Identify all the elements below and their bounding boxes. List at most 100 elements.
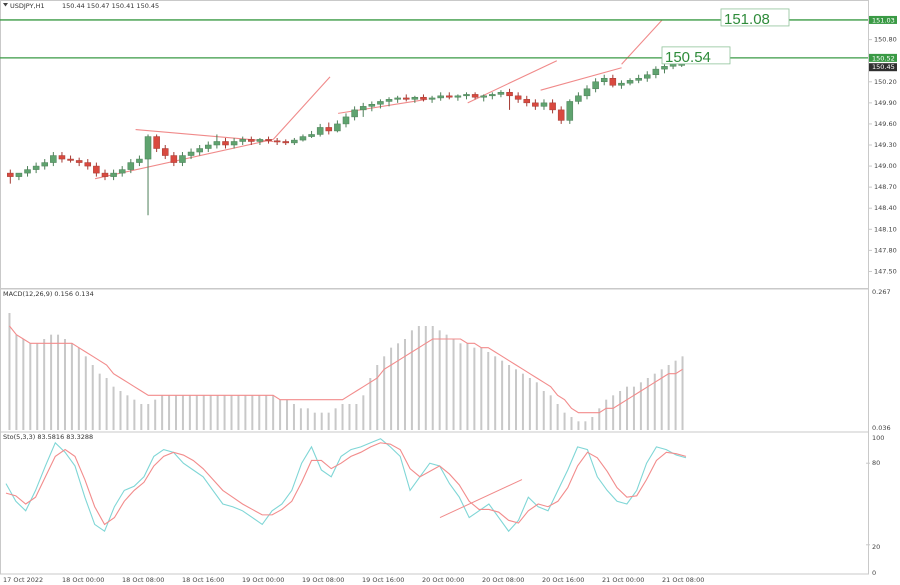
candle-body	[583, 88, 591, 97]
dropdown-triangle-icon[interactable]	[3, 3, 8, 7]
price-tick-label: 149.30	[874, 141, 897, 149]
macd-bar	[452, 339, 455, 430]
stoch-trendline	[439, 479, 523, 519]
level-label-box	[661, 46, 731, 65]
candle-body	[196, 148, 203, 153]
candle-body	[24, 169, 31, 174]
trendline	[272, 76, 331, 140]
trendline	[540, 67, 622, 91]
macd-bar	[403, 339, 406, 430]
candle-body	[187, 151, 195, 156]
candle-body	[600, 78, 608, 83]
candle-body	[506, 92, 513, 97]
time-label: 20 Oct 08:00	[482, 576, 524, 584]
macd-bar	[674, 360, 677, 430]
macd-bar	[681, 356, 684, 430]
macd-bar	[528, 378, 531, 430]
time-axis: 17 Oct 2022 18 Oct 00:00 18 Oct 08:00 18…	[3, 576, 704, 584]
candle-body	[84, 162, 92, 167]
macd-bar	[397, 343, 400, 430]
candle-body	[127, 162, 135, 170]
macd-histogram	[8, 313, 684, 430]
level-axis-tag-text: 150.52	[872, 54, 895, 62]
macd-bar	[515, 369, 517, 430]
candle-body	[153, 136, 160, 149]
candle-body	[136, 158, 143, 163]
macd-label: MACD(12,26,9) 0.156 0.134	[3, 290, 94, 298]
macd-bar	[299, 408, 302, 430]
stoch-signal-line	[5, 442, 687, 526]
candle-body	[308, 134, 315, 137]
candle-body	[118, 169, 126, 174]
macd-bar	[390, 347, 393, 430]
macd-bar	[272, 395, 275, 430]
macd-bar	[279, 399, 282, 430]
candle-body	[273, 140, 281, 143]
candle-body	[282, 141, 290, 144]
macd-bar	[424, 326, 427, 430]
time-label: 19 Oct 00:00	[242, 576, 284, 584]
macd-panel	[0, 288, 869, 433]
candle-body	[549, 102, 556, 111]
stoch-tick-80: 80	[872, 459, 880, 467]
candle-body	[385, 99, 393, 102]
macd-bar	[480, 347, 483, 430]
macd-bar	[168, 395, 171, 430]
candle-body	[428, 97, 436, 100]
candle-body	[342, 116, 350, 125]
current-price-text: 150.45	[872, 63, 895, 71]
candle-body	[446, 95, 453, 98]
candle-body	[463, 94, 470, 97]
macd-bar	[161, 395, 164, 430]
candle-body	[248, 139, 255, 142]
level-axis-tag-text: 151.03	[872, 16, 895, 24]
macd-bar	[292, 404, 295, 430]
level-axis-tag	[869, 15, 897, 24]
price-tick-label: 149.60	[874, 120, 897, 128]
candle-body	[316, 127, 324, 135]
candle-body	[7, 172, 14, 177]
candle-body	[179, 155, 186, 163]
macd-bar	[230, 395, 233, 430]
candle-body	[661, 66, 668, 70]
macd-bar	[175, 395, 177, 430]
candle-body	[644, 74, 651, 79]
macd-bar	[91, 365, 94, 430]
macd-bar	[348, 404, 351, 430]
macd-bar	[105, 378, 108, 430]
macd-bar	[584, 421, 587, 430]
macd-bar	[438, 330, 441, 430]
macd-bar	[43, 339, 46, 430]
candle-body	[110, 172, 117, 177]
macd-bar	[383, 356, 386, 430]
macd-bar	[237, 395, 240, 430]
candle-body	[239, 139, 246, 142]
stoch-label: Sto(5,3,3) 83.5816 83.3288	[3, 433, 93, 441]
macd-bar	[535, 382, 538, 430]
macd-bar	[570, 417, 573, 430]
macd-bar	[639, 382, 642, 430]
candle-body	[454, 95, 462, 98]
candle-body	[213, 141, 221, 146]
candle-body	[626, 80, 634, 84]
macd-bar	[549, 395, 552, 430]
candle-body	[394, 97, 401, 100]
macd-bar	[119, 391, 122, 430]
candle-body	[489, 94, 496, 97]
candle-body	[222, 141, 229, 146]
macd-bar	[542, 391, 545, 430]
candle-body	[618, 82, 625, 86]
stoch-tick-100: 100	[872, 434, 884, 442]
macd-bar	[50, 334, 53, 430]
macd-bar	[577, 421, 580, 430]
macd-bar	[598, 408, 601, 430]
candle-body	[402, 97, 410, 100]
macd-bar	[84, 356, 87, 430]
candle-body	[566, 101, 574, 121]
macd-bar	[63, 339, 66, 430]
macd-axis-top: 0.267	[872, 288, 891, 296]
candle-body	[359, 106, 367, 111]
price-tick-label: 148.40	[874, 204, 897, 212]
price-tick-label: 148.10	[874, 225, 897, 233]
